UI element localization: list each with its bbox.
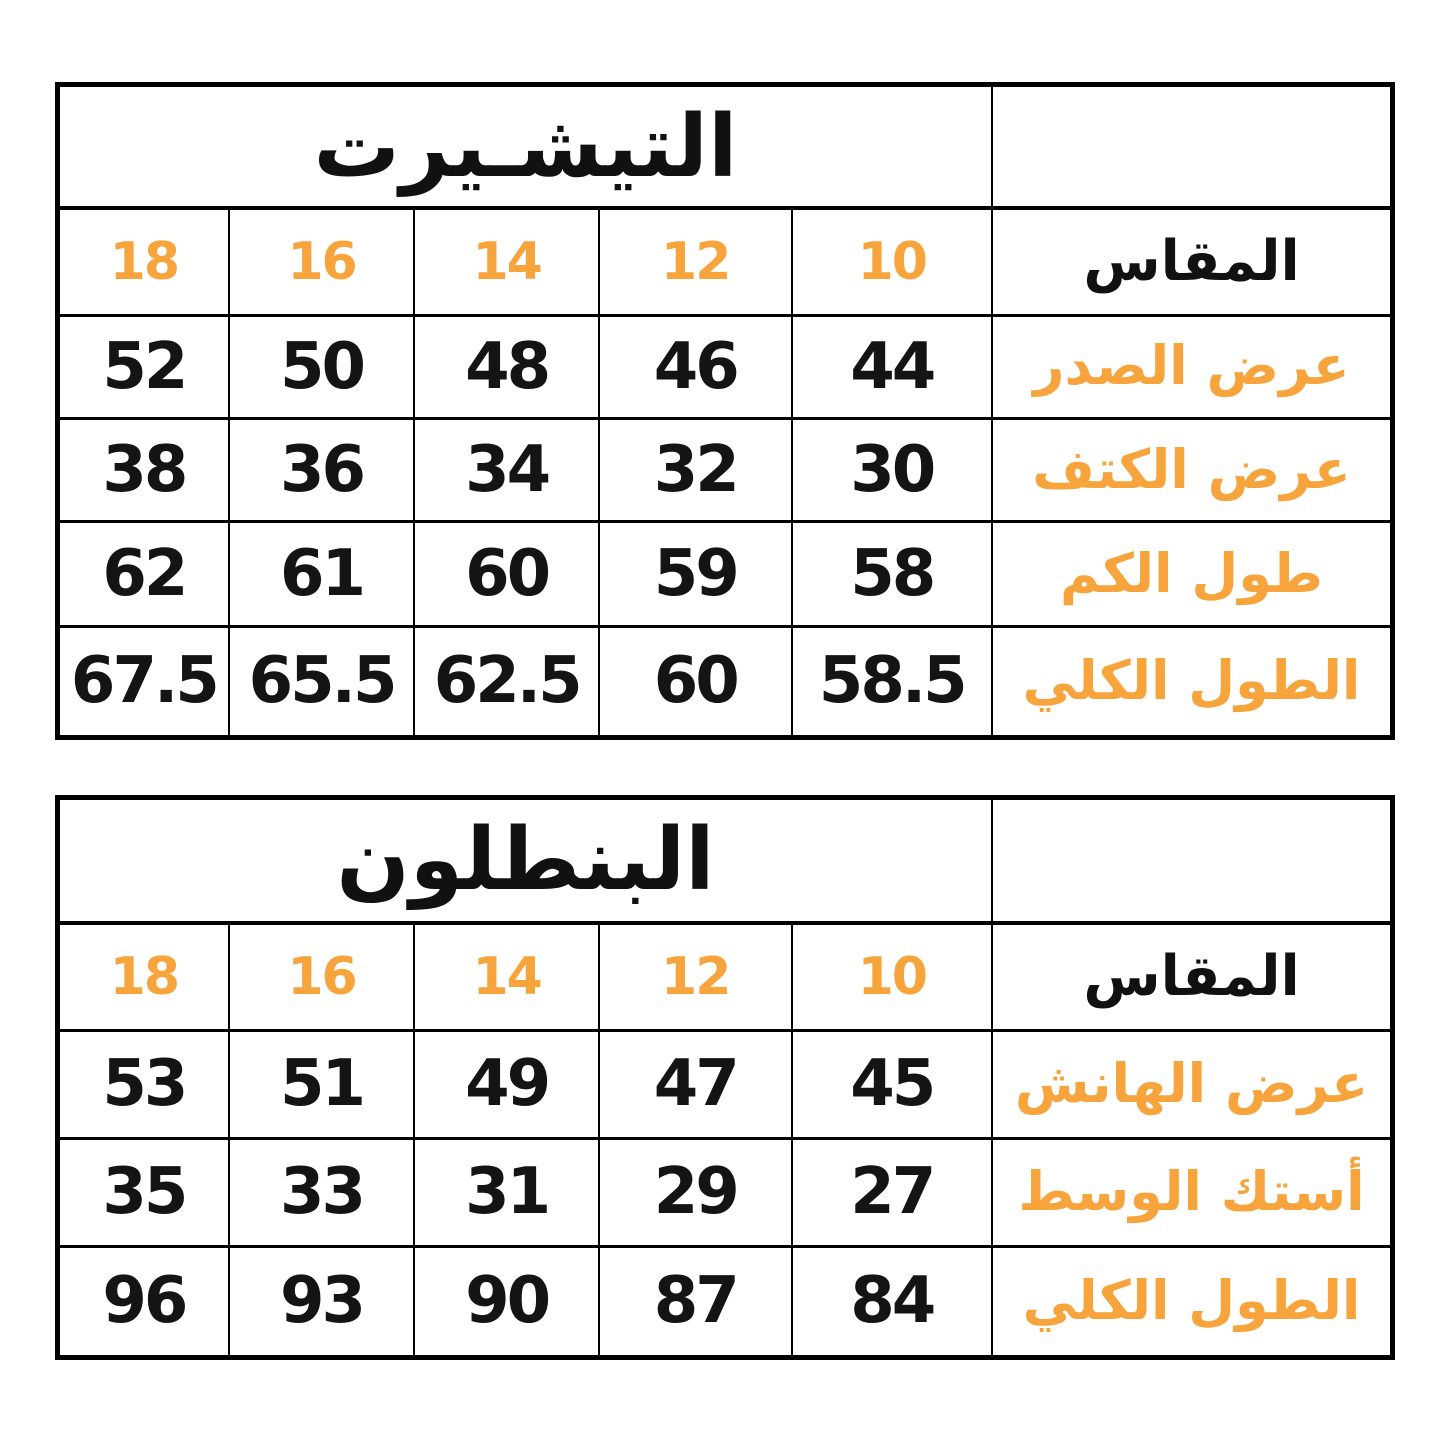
value-cell: 59: [597, 520, 791, 625]
value-cell: 58.5: [790, 624, 991, 735]
tshirt-title-empty-cell: [991, 87, 1390, 207]
value-cell: 48: [413, 313, 598, 417]
value-cell: 62.5: [413, 624, 598, 735]
value-cell: 93: [227, 1244, 414, 1355]
pants-title-empty-cell: [991, 800, 1390, 921]
row-label-total-length: الطول الكلي: [991, 1244, 1390, 1355]
value-cell: 29: [597, 1136, 791, 1245]
value-cell: 45: [790, 1028, 991, 1137]
value-cell: 51: [227, 1028, 414, 1137]
value-cell: 38: [60, 416, 228, 520]
pants-table-title-cell: البنطلون: [60, 800, 991, 921]
tshirt-size-header-10: 10: [790, 206, 991, 314]
pants-table-title: البنطلون: [336, 810, 715, 911]
row-label-waist-elastic: أستك الوسط: [991, 1136, 1390, 1245]
value-cell: 33: [227, 1136, 414, 1245]
value-cell: 58: [790, 520, 991, 625]
value-cell: 52: [60, 313, 228, 417]
tshirt-table-title-cell: التيشـيرت: [60, 87, 991, 206]
value-cell: 35: [60, 1136, 228, 1245]
value-cell: 87: [597, 1244, 791, 1355]
value-cell: 44: [790, 313, 991, 417]
value-cell: 60: [413, 520, 598, 625]
row-label-sleeve-length: طول الكم: [991, 520, 1390, 625]
tshirt-size-header-12: 12: [597, 206, 791, 314]
pants-size-header-16: 16: [227, 920, 414, 1029]
pants-size-column-header: المقاس: [991, 920, 1390, 1029]
value-cell: 67.5: [60, 624, 228, 735]
tshirt-size-header-14: 14: [413, 206, 598, 314]
value-cell: 31: [413, 1136, 598, 1245]
pants-size-header-12: 12: [597, 920, 791, 1029]
value-cell: 96: [60, 1244, 228, 1355]
tshirt-table-title: التيشـيرت: [313, 96, 739, 197]
value-cell: 50: [227, 313, 414, 417]
tshirt-size-column-header: المقاس: [991, 206, 1390, 314]
pants-size-header-10: 10: [790, 920, 991, 1029]
value-cell: 47: [597, 1028, 791, 1137]
value-cell: 46: [597, 313, 791, 417]
value-cell: 27: [790, 1136, 991, 1245]
value-cell: 36: [227, 416, 414, 521]
row-label-chest-width: عرض الصدر: [991, 313, 1390, 417]
tshirt-size-header-16: 16: [227, 206, 414, 314]
tshirt-size-table: التيشـيرت 18 16 14 12 10 المقاس 52 50 48…: [55, 82, 1395, 740]
value-cell: 30: [790, 416, 991, 521]
value-cell: 90: [413, 1244, 598, 1355]
value-cell: 53: [60, 1028, 228, 1137]
value-cell: 62: [60, 520, 228, 624]
value-cell: 32: [597, 416, 791, 521]
value-cell: 65.5: [227, 624, 414, 735]
value-cell: 60: [597, 624, 791, 735]
value-cell: 61: [227, 520, 414, 625]
pants-size-header-14: 14: [413, 920, 598, 1029]
row-label-hip-width: عرض الهانش: [991, 1028, 1390, 1137]
value-cell: 49: [413, 1028, 598, 1137]
row-label-total-length: الطول الكلي: [991, 624, 1390, 735]
value-cell: 34: [413, 416, 598, 521]
pants-size-table: البنطلون 18 16 14 12 10 المقاس 53 51 49 …: [55, 795, 1395, 1360]
pants-size-header-18: 18: [60, 920, 228, 1029]
row-label-shoulder-width: عرض الكتف: [991, 416, 1390, 521]
value-cell: 84: [790, 1244, 991, 1355]
tshirt-size-header-18: 18: [60, 206, 228, 313]
